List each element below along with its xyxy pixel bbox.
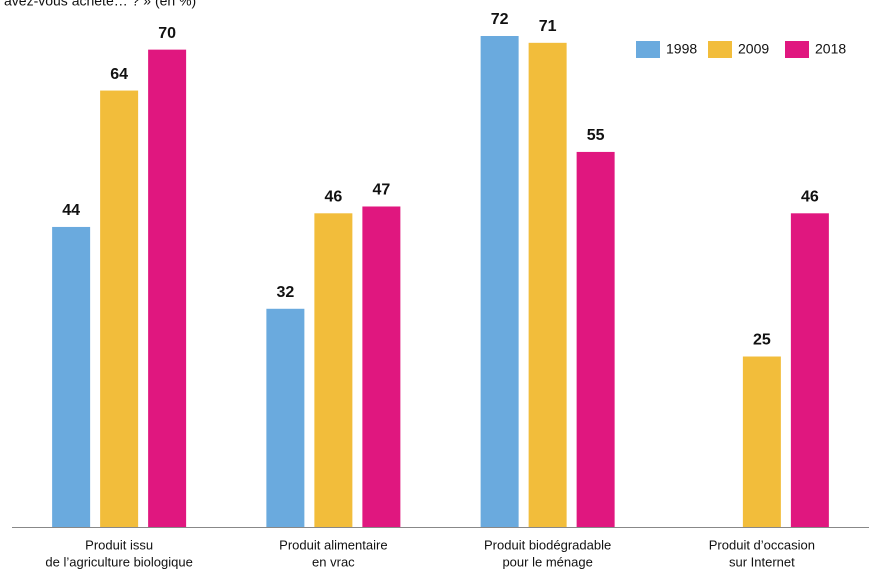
x-tick-label: Produit biodégradable [484, 537, 611, 552]
value-label: 46 [801, 189, 819, 206]
legend-swatch [636, 41, 660, 58]
legend-label: 2018 [815, 41, 846, 57]
bar [100, 90, 139, 528]
bar [266, 308, 305, 527]
x-tick-label: sur Internet [729, 554, 795, 569]
value-label: 55 [587, 127, 605, 144]
bar [52, 226, 91, 527]
bar [790, 213, 829, 528]
x-tick-label: Produit d’occasion [709, 537, 815, 552]
value-label: 47 [372, 182, 390, 199]
value-label: 70 [158, 25, 176, 42]
chart-subtitle: avez-vous acheté… ? » (en %) [4, 0, 196, 9]
value-label: 71 [539, 18, 557, 35]
bar [576, 151, 615, 528]
value-label: 25 [753, 332, 771, 349]
x-tick-label: Produit alimentaire [279, 537, 387, 552]
legend-swatch [785, 41, 809, 58]
legend-swatch [708, 41, 732, 58]
legend-label: 2009 [738, 41, 769, 57]
x-tick-label: Produit issu [85, 537, 153, 552]
bar [480, 36, 519, 527]
x-tick-label: pour le ménage [502, 554, 592, 569]
x-tick-label: en vrac [312, 554, 355, 569]
bar [148, 49, 187, 528]
value-label: 72 [491, 11, 509, 28]
bar [362, 206, 401, 527]
value-label: 64 [110, 66, 128, 83]
value-label: 44 [62, 202, 80, 219]
bar [528, 42, 567, 527]
value-label: 32 [276, 284, 294, 301]
bar [742, 356, 781, 527]
legend-label: 1998 [666, 41, 697, 57]
x-tick-label: de l’agriculture biologique [45, 554, 192, 569]
value-label: 46 [324, 189, 342, 206]
bar [314, 213, 353, 528]
